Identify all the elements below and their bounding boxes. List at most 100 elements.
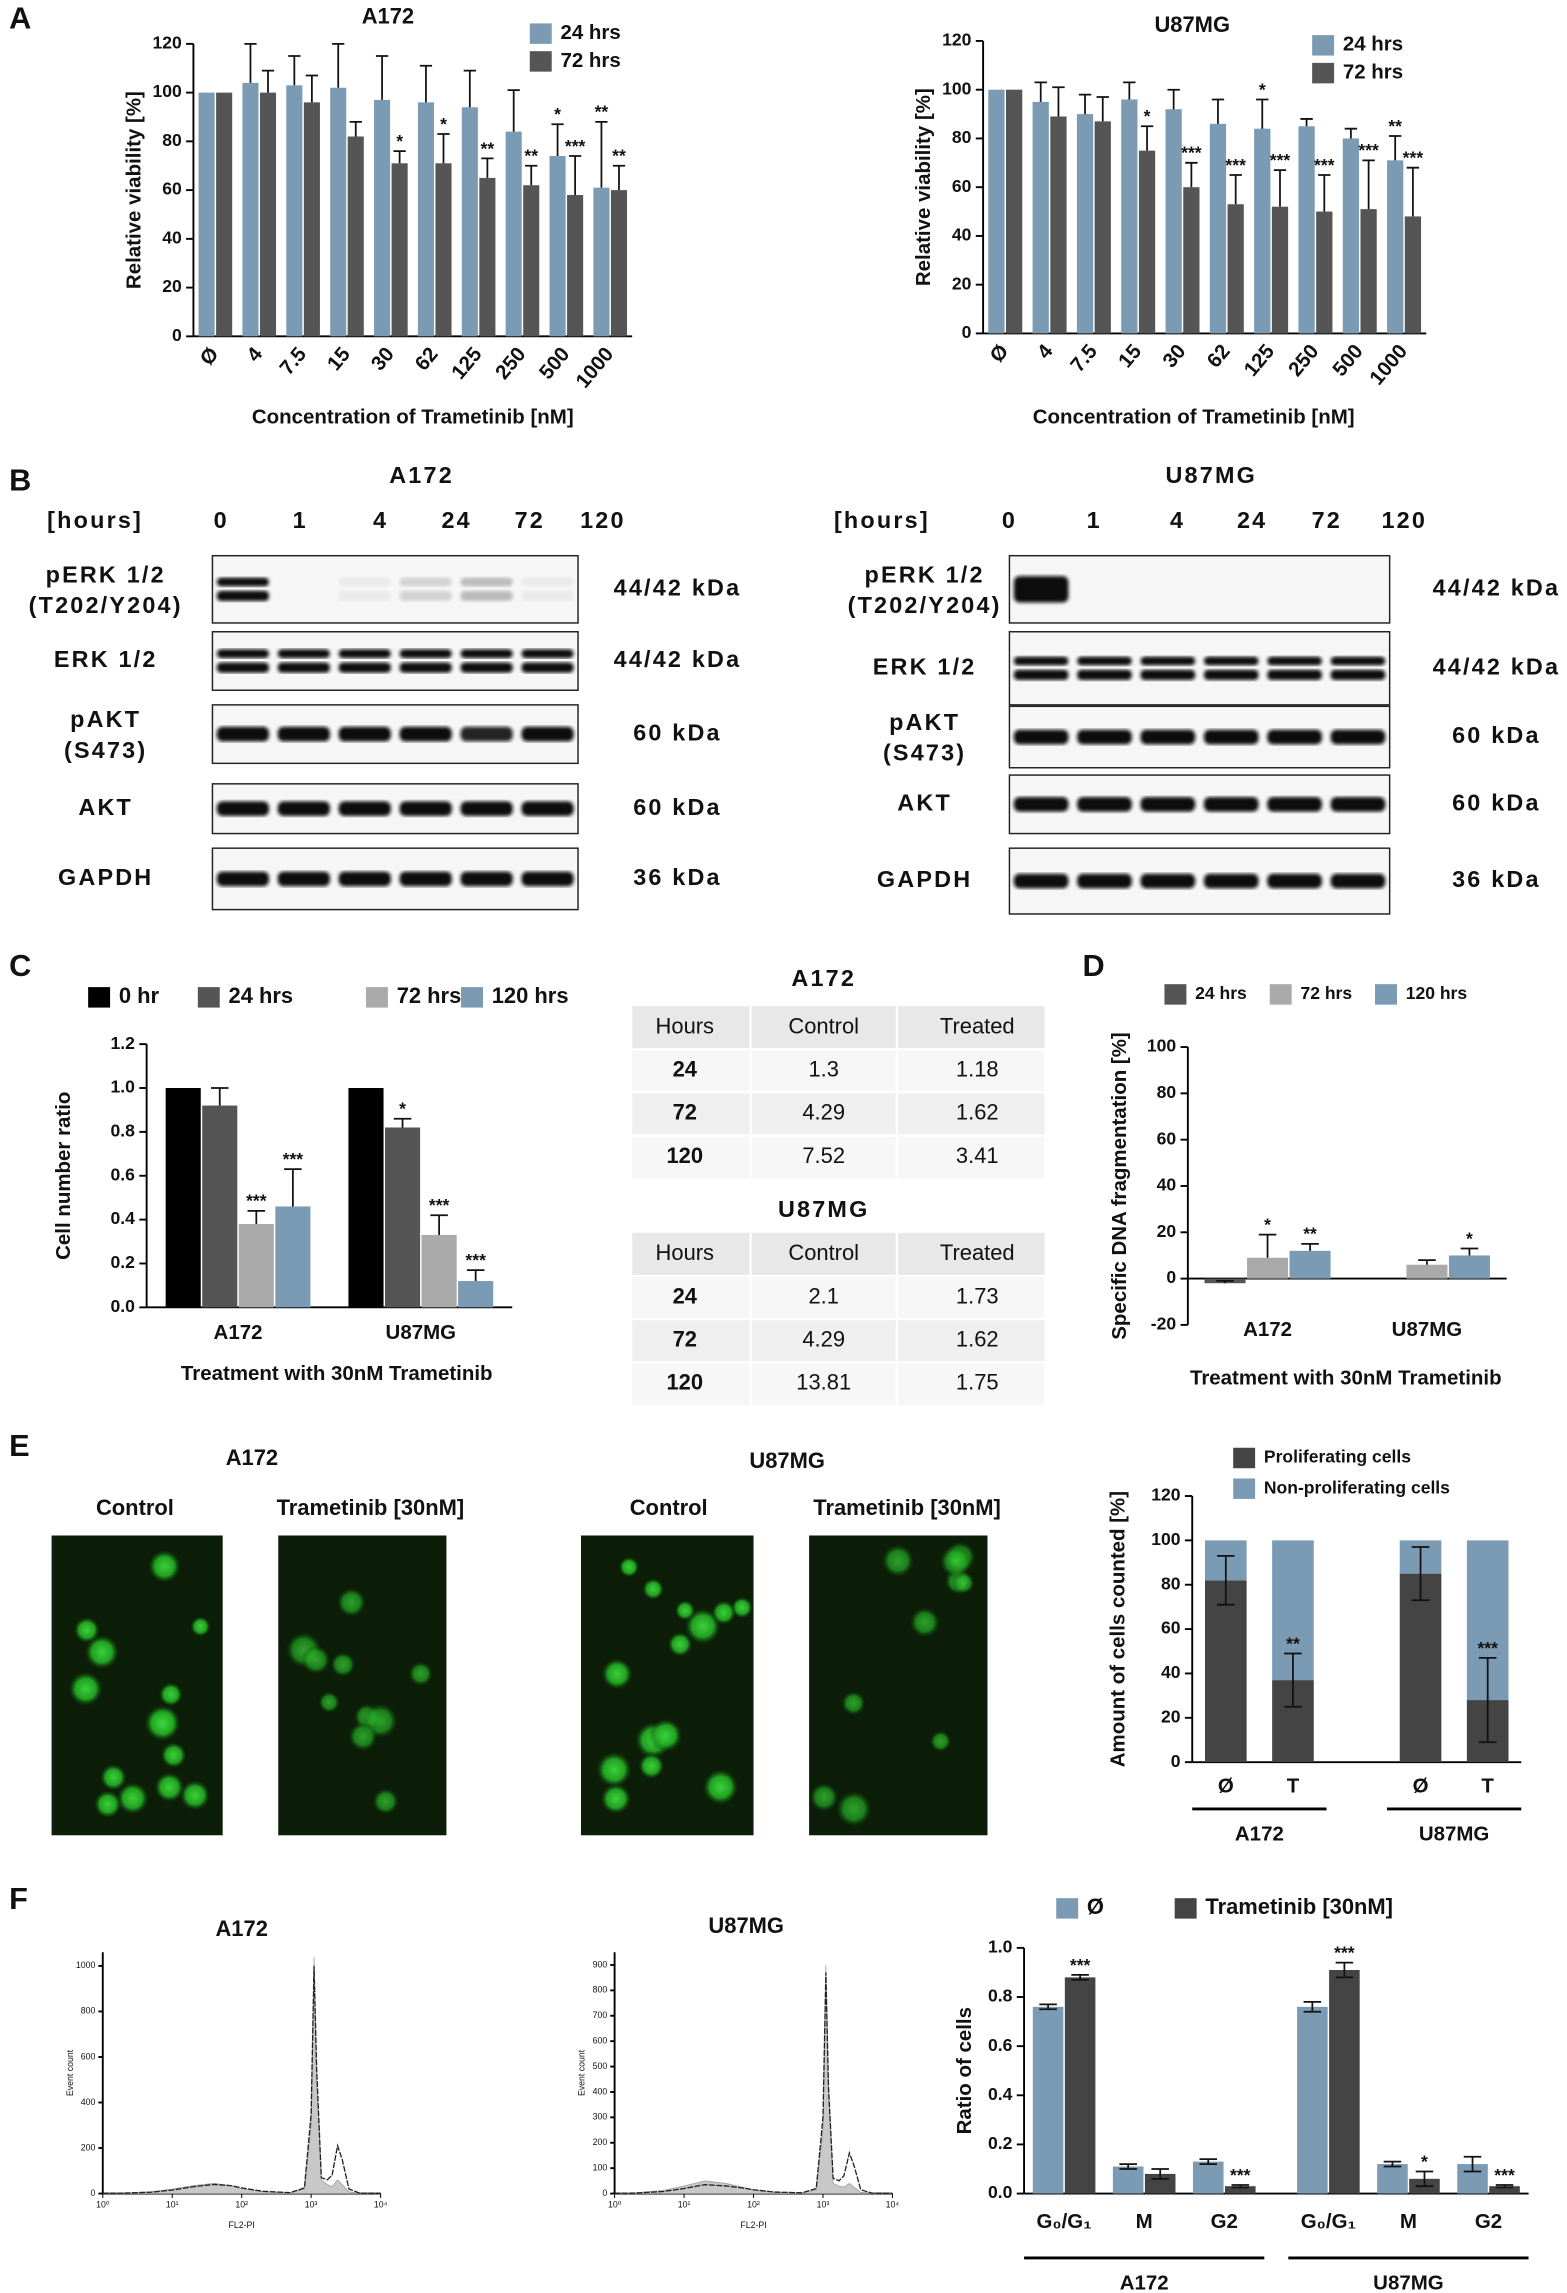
y-tick-label: 0 [172,325,182,345]
lane-label: 24 [441,507,471,533]
nucleus [144,1704,181,1742]
x-tick-label: 250 [1284,340,1324,381]
lane-label: 72 [515,507,545,533]
legend-label: 0 hr [119,983,160,1008]
blot-sublabel: (T202/Y204) [848,592,1002,618]
blot-band [338,871,391,887]
blot-size: 44/42 kDa [614,646,742,672]
x-tick-label: 62 [410,343,442,375]
chart-title: U87MG [1154,12,1230,37]
legend-swatch [461,987,483,1008]
blot-size: 36 kDa [1452,866,1541,892]
error-bar [1362,159,1375,210]
table-cell: 7.52 [802,1143,845,1168]
panel-letter: B [9,463,31,498]
y-tick-label: 20 [162,276,182,296]
legend-swatch [1233,1447,1256,1469]
nucleus [596,1751,633,1788]
legend-label: Non-proliferating cells [1264,1477,1450,1497]
blot-band [277,801,330,817]
y-tick-label: 100 [942,78,972,98]
lane-label: 120 [580,507,626,533]
legend-label: Ø [1087,1894,1104,1919]
error-bar [393,150,406,164]
legend-swatch [197,987,220,1008]
error-bar [1478,1657,1497,1744]
bar [549,155,566,337]
nucleus [711,1600,737,1625]
image-group-title: A172 [226,1445,278,1470]
blot-band [1140,796,1196,812]
bar [347,136,364,337]
blot-size: 36 kDa [633,864,722,890]
x-tick-label: 10³ [817,2200,830,2210]
blot-band [216,662,269,673]
bar [1192,2161,1224,2194]
significance-label: * [1421,2151,1428,2171]
legend-swatch [1233,1478,1256,1499]
error-bar [1300,118,1313,127]
nucleus [909,1607,941,1638]
bar [1342,138,1360,334]
legend-label: 120 hrs [1406,983,1468,1003]
y-tick-label: 1.2 [111,1033,136,1053]
y-axis-label: Relative viability [%] [912,88,935,286]
blot-band [1330,796,1386,812]
x-axis-label: Treatment with 30nM Trametinib [1190,1366,1502,1389]
blot-size: 44/42 kDa [614,575,742,601]
nucleus [301,1645,331,1675]
significance-label: ** [612,146,626,166]
blot-band [1203,656,1259,666]
nucleus [649,1718,683,1753]
table-row-bg [632,1362,1045,1406]
bar [216,92,233,337]
blot-band [399,649,452,659]
error-bar [1273,169,1287,207]
nucleus [600,1783,632,1815]
panel-letter: D [1083,948,1105,983]
blot-band [216,649,269,659]
table-cell: 120 [667,1143,704,1168]
significance-label: *** [1070,1955,1091,1975]
blot-frame [211,783,579,835]
bar [1254,128,1271,334]
table-title: U87MG [778,1196,870,1222]
table-row-bg [632,1092,1045,1136]
blot-band [338,662,391,673]
x-tick-label: G2 [1211,2210,1238,2233]
y-tick-label: 600 [593,2035,608,2045]
significance-label: ** [1286,1633,1300,1653]
bar [1076,114,1094,334]
y-tick-label: 1.0 [111,1077,136,1097]
table-cell: 1.73 [956,1283,999,1308]
error-bar [1463,2155,1482,2173]
error-bar [1216,1280,1234,1284]
table-row-bg [632,1049,1045,1093]
error-bar [1256,98,1269,129]
nucleus [84,1634,120,1670]
bar [421,1234,457,1308]
y-tick-label: 0.2 [111,1252,136,1272]
error-bar [1231,2184,1250,2189]
blot-band [216,801,269,817]
blot-band [277,871,330,887]
nucleus [684,1608,721,1645]
nucleus [158,1682,183,1707]
y-tick-label: 40 [1157,1175,1177,1195]
y-tick-label: 0 [1166,1267,1176,1287]
x-tick-label: U87MG [1392,1318,1463,1341]
legend-swatch [1174,1898,1197,1919]
bar [1448,1255,1490,1279]
significance-label: *** [1314,155,1335,175]
blot-band [1013,576,1069,603]
hours-label: [hours] [47,507,143,533]
y-tick-label: 0.6 [111,1164,136,1184]
table-cell: 4.29 [802,1326,845,1351]
legend-swatch [1312,35,1335,56]
bar [1297,2006,1328,2194]
blot-size: 44/42 kDa [1433,575,1561,601]
significance-label: * [1144,106,1151,126]
significance-label: *** [565,136,586,156]
blot-label: pAKT [70,706,141,732]
nucleus [348,1721,378,1752]
